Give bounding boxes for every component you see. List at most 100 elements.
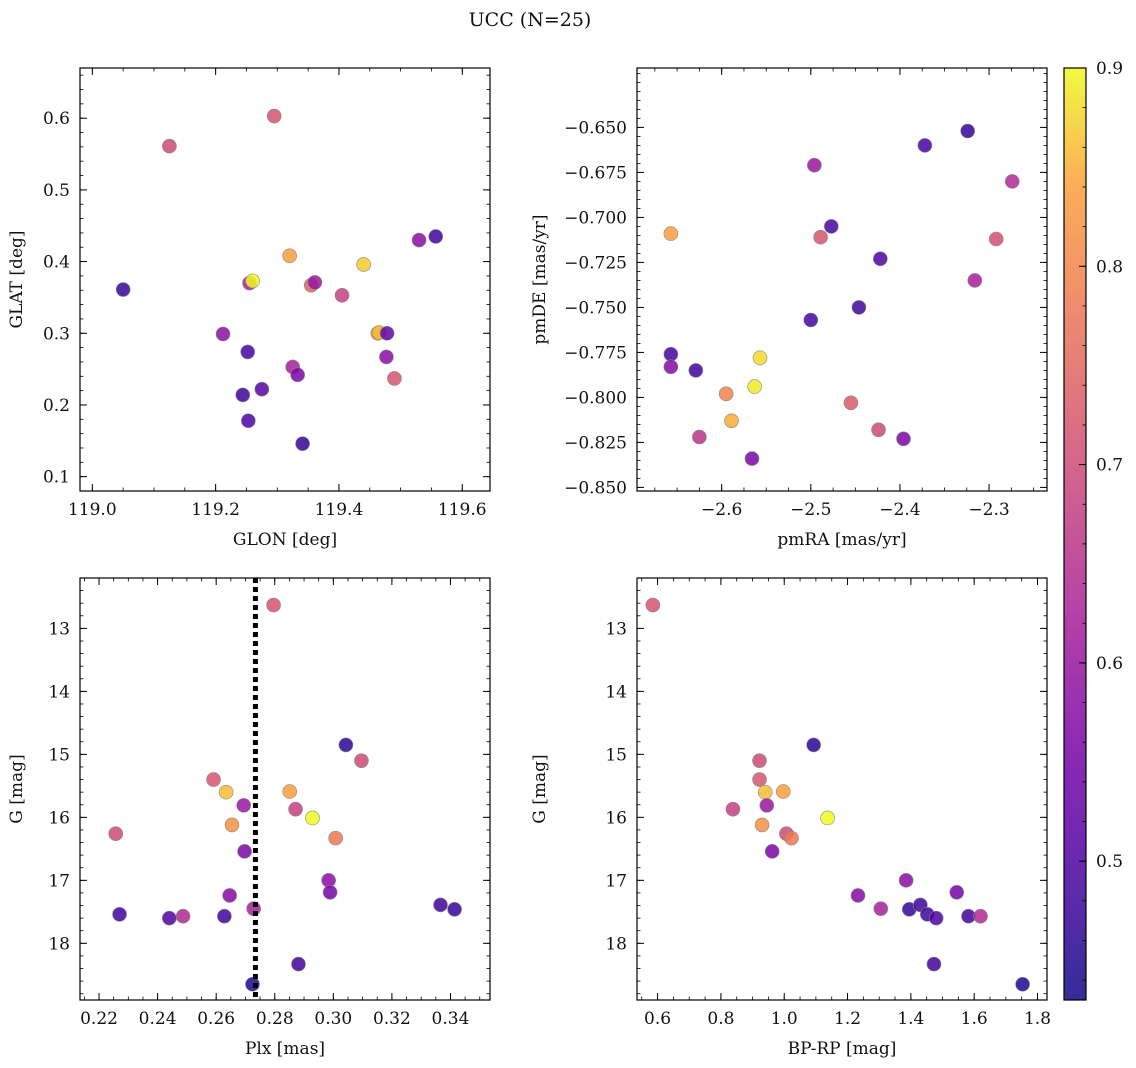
scatter-point [851, 300, 867, 315]
scatter-point [645, 597, 661, 613]
scatter-point [973, 908, 988, 924]
x-tick-label: 1.8 [1024, 1009, 1051, 1029]
x-tick-label: 119.4 [315, 500, 364, 520]
scatter-point [305, 810, 320, 826]
x-tick-label: 0.24 [139, 1009, 177, 1029]
x-tick-label: 0.6 [644, 1009, 671, 1029]
scatter-point [338, 737, 354, 753]
x-tick-label: 1.6 [961, 1009, 988, 1029]
y-tick-label: 15 [48, 745, 70, 765]
scatter-point [873, 251, 888, 267]
axes-frame [79, 67, 491, 492]
scatter-point [928, 910, 944, 926]
y-tick-label: 13 [605, 619, 627, 639]
y-tick-label: −0.850 [564, 478, 627, 498]
scatter-point [898, 873, 914, 888]
scatter-point [115, 282, 131, 297]
y-axis-label: G [mag] [7, 754, 27, 823]
scatter-point [162, 910, 177, 926]
colorbar-tick-label: 0.9 [1096, 59, 1123, 79]
scatter-point [724, 413, 739, 429]
scatter-point [803, 312, 819, 328]
x-tick-label: 119.2 [191, 500, 240, 520]
scatter-point [241, 413, 256, 429]
scatter-point [112, 907, 127, 922]
x-tick-label: 0.34 [432, 1009, 470, 1029]
scatter-point [759, 798, 775, 813]
scatter-point [754, 817, 770, 833]
x-tick-label: −2.3 [968, 500, 1009, 520]
panel-plx-g: 0.22 0.24 0.26 0.28 0.30 0.32 0.34 13 14 15 16 17 18… [7, 577, 491, 1059]
scatter-point [447, 902, 462, 917]
scatter-point [237, 844, 252, 859]
scatter-point [967, 273, 983, 288]
scatter-point [322, 884, 338, 900]
axes-frame [79, 577, 491, 1001]
scatter-point [334, 287, 350, 303]
scatter-point [692, 429, 707, 445]
scatter-point [843, 395, 859, 411]
scatter-point [291, 956, 306, 972]
scatter-point [354, 753, 369, 768]
scatter-point [688, 363, 704, 378]
scatter-point [747, 379, 762, 394]
x-axis-label: pmRA [mas/yr] [777, 530, 906, 550]
scatter-point [411, 232, 427, 248]
x-axis-label: Plx [mas] [245, 1039, 325, 1059]
colorbar-tick-label: 0.8 [1096, 257, 1123, 277]
scatter-point [775, 784, 791, 799]
scatter-point [820, 810, 835, 826]
scatter-point [307, 275, 323, 290]
scatter-point [663, 346, 679, 362]
y-tick-label: −0.725 [564, 253, 627, 273]
y-tick-label: −0.775 [564, 343, 627, 363]
scatter-point [784, 830, 799, 846]
scatter-point [240, 344, 255, 360]
y-tick-label: 18 [605, 934, 627, 954]
x-tick-label: 119.6 [438, 500, 487, 520]
scatter-point [428, 229, 444, 244]
scatter-point [108, 826, 124, 842]
scatter-point [387, 371, 402, 386]
scatter-point [806, 737, 821, 753]
y-tick-label: 0.6 [43, 109, 70, 129]
colorbar: 0.5 0.6 0.7 0.8 0.9 [1063, 59, 1123, 1001]
scatter-point [433, 897, 448, 913]
scatter-point [295, 436, 310, 451]
scatter-point [288, 801, 303, 817]
figure-title: UCC (N=25) [469, 9, 592, 31]
scatter-point [290, 367, 305, 383]
x-tick-label: −2.5 [790, 500, 831, 520]
y-tick-label: 16 [605, 808, 627, 828]
scatter-point [718, 386, 734, 402]
scatter-point [663, 359, 679, 375]
y-tick-label: 16 [48, 808, 70, 828]
scatter-point [926, 956, 942, 972]
colorbar-tick-label: 0.5 [1096, 852, 1123, 872]
y-axis-label: GLAT [deg] [7, 230, 27, 328]
scatter-point [218, 784, 234, 800]
scatter-point [752, 772, 767, 787]
scatter-point [764, 844, 780, 859]
scatter-point [807, 157, 822, 173]
scatter-point [175, 908, 191, 924]
x-axis-label: GLON [deg] [233, 530, 337, 550]
scatter-point [356, 257, 371, 272]
scatter-point [871, 422, 886, 438]
y-axis-label: pmDE [mas/yr] [530, 214, 550, 344]
x-axis-label: BP-RP [mag] [788, 1039, 897, 1059]
y-tick-label: 17 [48, 871, 70, 891]
y-tick-label: 0.3 [43, 324, 70, 344]
scatter-point [206, 772, 221, 787]
scatter-point [328, 830, 343, 846]
x-tick-label: 0.32 [373, 1009, 411, 1029]
scatter-point [988, 231, 1004, 247]
x-tick-label: 1.4 [897, 1009, 924, 1029]
y-tick-label: −0.700 [564, 208, 627, 228]
scatter-point [266, 597, 281, 613]
y-tick-label: −0.825 [564, 433, 627, 453]
y-tick-label: −0.800 [564, 388, 627, 408]
y-tick-label: 0.1 [43, 468, 70, 488]
scatter-point [752, 350, 768, 366]
